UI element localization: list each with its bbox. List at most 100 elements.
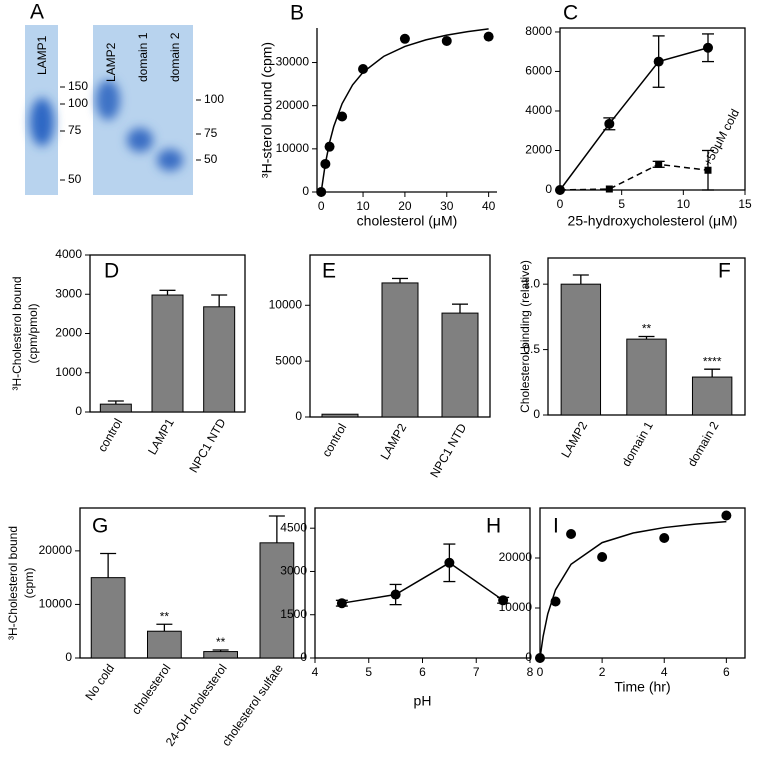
gel-band — [30, 98, 54, 146]
y-tick-label: 0 — [75, 404, 82, 418]
point — [441, 35, 452, 46]
x-tick-label: domain 1 — [619, 419, 656, 469]
y-tick-label: 1.0 — [523, 276, 540, 290]
y-tick-label: 6000 — [525, 64, 552, 78]
point — [704, 166, 712, 174]
bar — [203, 306, 236, 413]
y-tick-label: 4500 — [280, 520, 307, 534]
marker-label: 50 — [204, 152, 218, 166]
bar — [99, 403, 132, 413]
x-tick-label: 15 — [738, 197, 752, 211]
marker-label: 50 — [68, 172, 82, 186]
panel-letter: B — [290, 2, 304, 25]
point — [550, 596, 561, 607]
point — [336, 598, 347, 609]
y-axis-label: Cholesterol binding (relative) — [518, 260, 532, 413]
y-tick-label: 10000 — [39, 597, 73, 611]
x-tick-label: cholesterol — [129, 662, 174, 718]
y-axis-label: (cpm) — [22, 568, 36, 599]
x-tick-label: LAMP1 — [145, 416, 177, 457]
panel-letter: A — [30, 1, 44, 24]
bar — [321, 413, 359, 418]
lane-label: domain 1 — [136, 32, 150, 82]
significance: ** — [160, 609, 170, 623]
gel-panel: A LAMP1 LAMP2 domain 1 domain 2 — [25, 1, 193, 195]
x-tick-label: 0 — [318, 199, 325, 213]
significance: ** — [216, 635, 226, 649]
x-tick-label: No cold — [82, 662, 117, 703]
plot-frame — [79, 507, 306, 659]
gel-band — [96, 80, 120, 120]
series-line — [559, 47, 709, 191]
bar — [90, 577, 126, 659]
lane-label: LAMP1 — [35, 35, 49, 75]
y-tick-label: 0 — [525, 650, 532, 664]
point — [655, 160, 663, 168]
y-tick-label: 5000 — [275, 353, 302, 367]
point — [316, 187, 327, 197]
x-tick-label: 24-OH cholesterol — [163, 662, 230, 749]
point — [597, 552, 608, 562]
bar — [381, 282, 419, 418]
point — [535, 653, 545, 663]
marker-label: 75 — [68, 123, 82, 137]
x-tick-label: control — [95, 416, 125, 454]
x-tick-label: 5 — [618, 197, 625, 211]
y-tick-label: 2000 — [525, 143, 552, 157]
point — [653, 56, 664, 67]
significance: ** — [642, 322, 652, 336]
y-tick-label: 0.5 — [523, 342, 540, 356]
x-tick-label: domain 2 — [685, 419, 722, 469]
marker-label: 100 — [204, 92, 224, 106]
bar — [691, 376, 733, 416]
marker-label: 75 — [204, 126, 218, 140]
y-tick-label: 10000 — [499, 600, 533, 614]
panel-letter: G — [92, 515, 108, 538]
point — [337, 111, 348, 122]
y-tick-label: 20000 — [499, 550, 533, 564]
y-tick-label: 0 — [302, 184, 309, 198]
x-tick-label: LAMP2 — [558, 419, 590, 460]
y-tick-label: 0 — [300, 650, 307, 664]
x-axis-label: cholesterol (μM) — [357, 213, 458, 229]
panel-letter: I — [553, 515, 559, 538]
annotation: +50μM cold — [700, 107, 742, 169]
y-tick-label: 0 — [545, 182, 552, 196]
bar — [560, 283, 602, 416]
point — [659, 533, 670, 543]
y-axis-label: ³H-sterol bound (cpm) — [259, 42, 275, 178]
y-tick-label: 1500 — [280, 607, 307, 621]
x-tick-label: 4 — [312, 665, 319, 679]
y-tick-label: 30000 — [276, 55, 310, 69]
x-tick-label: 0 — [537, 665, 544, 679]
x-tick-label: 4 — [661, 665, 668, 679]
point — [390, 589, 401, 600]
panel-letter: F — [718, 260, 731, 283]
point — [320, 158, 331, 169]
point — [483, 31, 494, 42]
x-tick-label: cholesterol sulfate — [219, 661, 286, 749]
x-tick-label: 2 — [599, 665, 606, 679]
y-tick-label: 0 — [295, 409, 302, 423]
marker-label: 100 — [68, 96, 88, 110]
series-line — [559, 163, 709, 191]
point — [399, 33, 410, 44]
lane-label: LAMP2 — [104, 42, 118, 82]
bar — [441, 312, 479, 418]
y-tick-label: 0 — [533, 407, 540, 421]
gel-band — [127, 128, 153, 152]
lane-label: domain 2 — [168, 32, 182, 82]
y-tick-label: 20000 — [39, 543, 73, 557]
y-tick-label: 20000 — [276, 98, 310, 112]
y-axis-label: ³H-Cholesterol bound — [6, 526, 20, 640]
x-tick-label: 5 — [365, 665, 372, 679]
significance: **** — [703, 354, 722, 368]
x-axis-label: Time (hr) — [614, 679, 670, 695]
x-tick-label: LAMP2 — [378, 421, 410, 462]
y-tick-label: 10000 — [276, 141, 310, 155]
point — [444, 557, 455, 568]
y-tick-label: 0 — [65, 650, 72, 664]
panel-letter: D — [104, 260, 119, 283]
x-tick-label: 7 — [473, 665, 480, 679]
